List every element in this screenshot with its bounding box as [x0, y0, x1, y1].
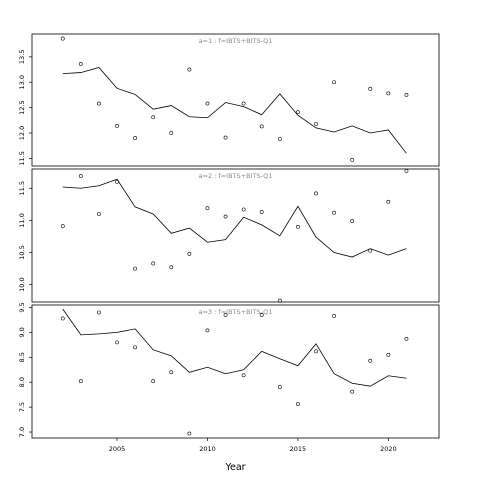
panel-2-observed-point-7 — [187, 251, 192, 256]
panel-1-observed-point-1 — [78, 62, 83, 66]
panel-2-observed-point-19 — [404, 169, 409, 173]
panel-1-observed-point-14 — [314, 121, 318, 126]
panel-3-observed-point-1 — [78, 379, 83, 384]
panel-1-observed-point-6 — [169, 131, 174, 135]
panel-1-ytick-label-3: 13.0 — [18, 75, 26, 89]
panel-1-observed-point-13 — [296, 110, 300, 115]
panel-1-observed-point-8 — [205, 101, 210, 106]
panel-3-observed-point-15 — [332, 314, 336, 318]
panel-3-observed-point-11 — [259, 313, 264, 317]
panel-3-observed-point-0 — [60, 316, 65, 321]
panel-1-observed-point-7 — [187, 67, 192, 72]
panel-1-observed-point-2 — [97, 101, 101, 106]
panel-1-observed-point-15 — [332, 80, 336, 85]
panel-2-observed-point-2 — [97, 212, 101, 216]
panel-2-observed-point-13 — [296, 224, 300, 229]
panel-2-observed-point-17 — [368, 248, 373, 253]
panel-1-observed-point-19 — [404, 93, 409, 97]
panel-2-ytick-label-0: 10.0 — [18, 277, 26, 291]
panel-1-ytick-label-0: 11.5 — [18, 151, 26, 165]
panel-1-observed-point-9 — [223, 135, 228, 140]
panel-3-observed-point-12 — [277, 385, 282, 390]
panel-3-ytick-label-4: 9.0 — [18, 327, 26, 337]
panel-1-title: a=1 : f=IBTS+BITS-Q1 — [199, 37, 273, 45]
panel-2-observed-point-6 — [169, 265, 174, 270]
panel-3-ytick-label-1: 7.5 — [18, 402, 26, 412]
panel-2-frame — [31, 168, 440, 303]
panel-2-observed-point-11 — [259, 210, 264, 214]
x-axis-title: Year — [224, 462, 245, 473]
panel-2-ytick-label-2: 11.0 — [18, 213, 26, 227]
panel-3-observed-point-9 — [223, 313, 228, 317]
panel-1-ytick-label-2: 12.5 — [18, 100, 26, 114]
panel-2-observed-point-14 — [314, 191, 318, 196]
panel-1-observed-point-5 — [151, 115, 156, 120]
panel-2-observed-point-8 — [205, 206, 210, 211]
panel-3-observed-point-14 — [314, 349, 318, 354]
panel-3-observed-point-18 — [386, 352, 391, 357]
xtick-label-3: 2020 — [380, 445, 397, 453]
panel-3-title: a=3 : f=IBTS+BITS-Q1 — [199, 308, 273, 316]
panel-1-observed-point-3 — [115, 123, 119, 128]
panel-3-observed-point-17 — [368, 358, 373, 363]
panel-1-observed-point-18 — [386, 91, 391, 96]
panel-2-fitted-line — [62, 178, 407, 258]
panel-3-ytick-label-2: 8.0 — [18, 377, 26, 387]
panel-1-observed-point-10 — [241, 101, 246, 106]
panel-1-ytick-label-1: 12.0 — [18, 126, 26, 140]
xtick-label-1: 2010 — [199, 445, 216, 453]
panel-3-observed-point-16 — [350, 389, 355, 394]
panel-3-observed-point-13 — [296, 402, 300, 407]
panel-3-observed-point-10 — [241, 373, 246, 378]
xtick-label-0: 2005 — [109, 445, 126, 453]
panel-1-frame — [31, 33, 440, 167]
panel-3-observed-point-6 — [169, 370, 174, 375]
xtick-label-2: 2015 — [290, 445, 307, 453]
panel-3-observed-point-3 — [115, 340, 119, 345]
panel-2-ytick-label-3: 11.5 — [18, 181, 26, 195]
panel-1-observed-point-0 — [60, 36, 65, 41]
panel-3-ytick-label-3: 8.5 — [18, 352, 26, 362]
panel-2-title: a=2 : f=IBTS+BITS-Q1 — [199, 172, 273, 180]
panel-3-observed-point-19 — [404, 336, 409, 341]
panel-1-fitted-line — [62, 67, 407, 154]
panel-3-observed-point-7 — [187, 431, 192, 436]
panel-3-fitted-line — [62, 308, 407, 387]
panel-2-observed-point-15 — [332, 210, 336, 215]
panel-1-observed-point-17 — [368, 86, 373, 91]
panel-3-ytick-label-5: 9.5 — [18, 302, 26, 312]
panel-2-observed-point-10 — [241, 207, 246, 212]
panel-2-observed-point-3 — [115, 179, 119, 184]
panel-2-observed-point-5 — [151, 261, 156, 266]
panel-2-observed-point-0 — [60, 224, 65, 229]
panel-1-ytick-label-4: 13.5 — [18, 50, 26, 64]
panel-2-observed-point-4 — [133, 266, 138, 271]
panel-1-observed-point-4 — [133, 136, 138, 140]
panel-3-ytick-label-0: 7.0 — [18, 427, 26, 437]
panel-1-observed-point-16 — [350, 158, 355, 162]
panel-2-observed-point-18 — [386, 199, 391, 204]
panel-3-observed-point-5 — [151, 379, 156, 384]
panel-3-observed-point-4 — [133, 345, 138, 350]
panel-2-observed-point-12 — [277, 298, 282, 303]
panel-1-observed-point-11 — [259, 124, 264, 129]
panel-2-observed-point-9 — [223, 214, 228, 219]
panel-3-frame — [31, 304, 440, 439]
panel-3-observed-point-2 — [97, 310, 101, 315]
panel-2-ytick-label-1: 10.5 — [18, 245, 26, 259]
panel-2-observed-point-16 — [350, 219, 355, 223]
panel-1-observed-point-12 — [277, 137, 282, 141]
panel-2-observed-point-1 — [78, 174, 83, 178]
panel-3-observed-point-8 — [205, 328, 210, 333]
